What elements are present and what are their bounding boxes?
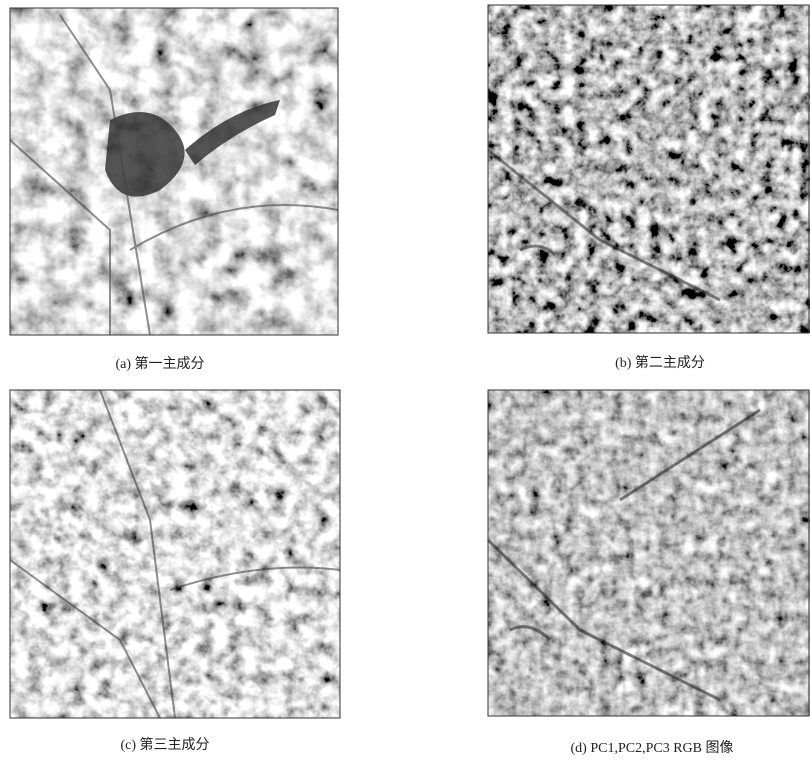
caption: (c) 第三主成分 [120,736,209,753]
panel-d: (d) PC1,PC2,PC3 RGB 图像 [488,390,810,756]
caption: (b) 第二主成分 [615,354,705,371]
panel-a: (a) 第一主成分 [10,8,338,372]
image [488,390,810,716]
caption: (a) 第一主成分 [115,355,204,372]
panel-b: (b) 第二主成分 [488,5,810,371]
image [10,390,340,718]
panel-c: (c) 第三主成分 [10,390,340,753]
figure: (a) 第一主成分 (b) 第二主成分 (c) 第三主成分 (d) PC1,PC… [0,0,810,761]
caption: (d) PC1,PC2,PC3 RGB 图像 [571,740,734,756]
image [488,5,810,333]
